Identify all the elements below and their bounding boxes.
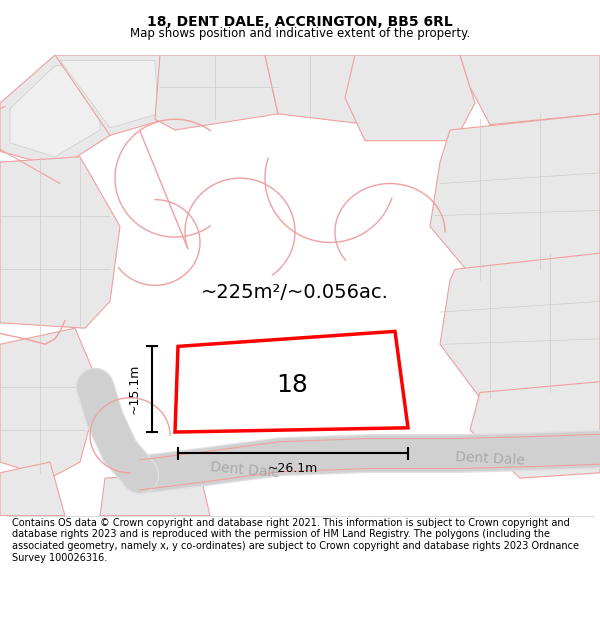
Polygon shape bbox=[10, 66, 100, 157]
Polygon shape bbox=[0, 462, 65, 516]
Text: Dent Dale: Dent Dale bbox=[455, 450, 525, 468]
Polygon shape bbox=[0, 55, 110, 168]
Text: ~15.1m: ~15.1m bbox=[128, 364, 140, 414]
Polygon shape bbox=[155, 55, 278, 130]
Text: 18, DENT DALE, ACCRINGTON, BB5 6RL: 18, DENT DALE, ACCRINGTON, BB5 6RL bbox=[147, 16, 453, 29]
Text: ~225m²/~0.056ac.: ~225m²/~0.056ac. bbox=[201, 283, 389, 302]
Text: Map shows position and indicative extent of the property.: Map shows position and indicative extent… bbox=[130, 27, 470, 39]
Polygon shape bbox=[460, 55, 600, 124]
Text: Contains OS data © Crown copyright and database right 2021. This information is : Contains OS data © Crown copyright and d… bbox=[12, 518, 579, 562]
Polygon shape bbox=[430, 114, 600, 280]
Polygon shape bbox=[345, 55, 475, 141]
Polygon shape bbox=[440, 253, 600, 398]
Polygon shape bbox=[100, 472, 210, 516]
Polygon shape bbox=[470, 382, 600, 478]
Polygon shape bbox=[0, 157, 120, 328]
Polygon shape bbox=[265, 55, 370, 124]
Polygon shape bbox=[60, 61, 158, 128]
Text: ~26.1m: ~26.1m bbox=[268, 462, 318, 475]
Text: Dent Dale: Dent Dale bbox=[210, 459, 280, 479]
Polygon shape bbox=[55, 55, 165, 136]
Polygon shape bbox=[0, 328, 100, 478]
Text: 18: 18 bbox=[276, 373, 308, 397]
Polygon shape bbox=[175, 331, 408, 432]
